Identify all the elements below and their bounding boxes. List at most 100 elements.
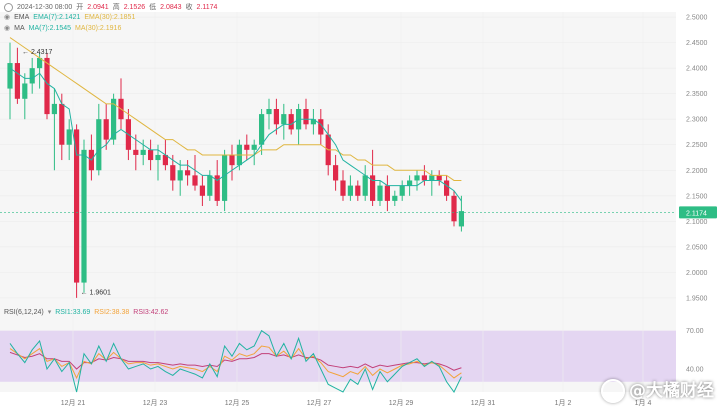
ema30-legend-item: EMA(30):2.1851	[84, 13, 136, 21]
price-axis-label: 2.3000	[686, 117, 708, 124]
candle-body[interactable]	[384, 185, 390, 201]
dropdown-icon[interactable]: ▾	[47, 309, 52, 316]
candle-body[interactable]	[444, 180, 450, 196]
candle-body[interactable]	[140, 149, 146, 155]
rsi-band	[0, 330, 676, 382]
candle-body[interactable]	[44, 57, 50, 115]
price-axis-label: 2.2500	[686, 142, 708, 149]
rsi3-legend-item: RSI3:42.62	[133, 308, 169, 316]
ema-legend[interactable]: ◉ EMA EMA(7):2.1421 EMA(30):2.1851	[4, 13, 136, 22]
candle-body[interactable]	[229, 154, 235, 166]
candle-body[interactable]	[7, 63, 13, 89]
candle-body[interactable]	[111, 98, 117, 140]
candle-body[interactable]	[222, 154, 228, 201]
candle-body[interactable]	[318, 119, 324, 135]
candle-body[interactable]	[162, 154, 168, 166]
candle-body[interactable]	[81, 149, 87, 283]
candle-body[interactable]	[303, 109, 309, 125]
candle-body[interactable]	[407, 180, 413, 186]
info-icon[interactable]	[4, 2, 13, 12]
candle-body[interactable]	[273, 109, 279, 125]
candle-body[interactable]	[207, 175, 213, 196]
candle-body[interactable]	[185, 170, 191, 176]
candle-body[interactable]	[281, 114, 287, 125]
candle-datetime: 2024-12-30 08:00	[17, 3, 73, 11]
candle-body[interactable]	[333, 165, 339, 181]
current-price-tag	[679, 206, 717, 219]
high-label: 高	[112, 4, 120, 11]
price-axis-label: 2.2000	[686, 168, 708, 175]
price-pane[interactable]	[0, 12, 676, 303]
candle-body[interactable]	[421, 175, 427, 181]
candle-body[interactable]	[347, 185, 353, 196]
candle-body[interactable]	[66, 129, 72, 145]
eye-icon[interactable]: ◉	[4, 14, 11, 21]
candle-body[interactable]	[103, 119, 109, 140]
rsi-legend-name: RSI(6,12,24)	[4, 308, 44, 316]
candle-body[interactable]	[355, 185, 361, 196]
candle-body[interactable]	[192, 175, 198, 186]
low-value: 2.0843	[160, 3, 182, 11]
ma7-legend-item: MA(7):2.1545	[28, 24, 72, 32]
candle-body[interactable]	[362, 175, 368, 196]
candle-body[interactable]	[29, 68, 35, 84]
candle-body[interactable]	[266, 109, 272, 115]
candle-body[interactable]	[14, 63, 20, 99]
candle-body[interactable]	[429, 175, 435, 181]
candle-body[interactable]	[199, 185, 205, 196]
candle-body[interactable]	[244, 144, 250, 150]
rsi3-line	[9, 351, 462, 371]
time-axis-label: 12月 27	[307, 399, 332, 407]
candle-body[interactable]	[214, 175, 220, 201]
rsi-axis-label: 40.00	[686, 367, 704, 374]
candle-body[interactable]	[37, 57, 43, 69]
candle-body[interactable]	[414, 175, 420, 181]
candle-body[interactable]	[155, 154, 161, 161]
candle-body[interactable]	[259, 114, 265, 145]
ema7-line	[9, 67, 462, 202]
ema30-line	[9, 37, 462, 181]
candle-body[interactable]	[251, 144, 257, 150]
candle-body[interactable]	[399, 185, 405, 196]
ohlc-header: 2024-12-30 08:00 开 2.0941 高 2.1526 低 2.0…	[4, 2, 217, 12]
price-axis-label: 2.0500	[686, 244, 708, 251]
rsi1-line	[9, 329, 462, 393]
candle-body[interactable]	[310, 119, 316, 125]
candle-body[interactable]	[451, 195, 457, 222]
rsi1-legend-item: RSI1:33.69	[55, 308, 91, 316]
candle-body[interactable]	[51, 103, 57, 115]
candle-body[interactable]	[436, 175, 442, 181]
rsi2-line	[9, 345, 462, 380]
candle-body[interactable]	[370, 175, 376, 201]
candle-body[interactable]	[377, 185, 383, 201]
rsi2-legend-item: RSI2:38.38	[94, 308, 130, 316]
candle-body[interactable]	[458, 211, 464, 227]
rsi-legend[interactable]: RSI(6,12,24) ▾ RSI1:33.69 RSI2:38.38 RSI…	[4, 308, 169, 317]
candle-body[interactable]	[59, 103, 65, 145]
candle-body[interactable]	[288, 114, 294, 130]
ema-legend-name: EMA	[14, 13, 30, 21]
high-value: 2.1526	[123, 3, 146, 11]
price-axis-label: 1.9500	[686, 295, 708, 302]
candle-body[interactable]	[340, 180, 346, 196]
candle-body[interactable]	[148, 149, 154, 161]
time-axis-label: 1月 2	[555, 399, 572, 407]
close-label: 收	[185, 4, 193, 11]
ma-legend[interactable]: ◉ MA MA(7):2.1545 MA(30):2.1916	[4, 24, 121, 33]
candle-body[interactable]	[170, 165, 176, 181]
candle-body[interactable]	[177, 170, 183, 181]
low-label: 低	[149, 4, 157, 11]
candle-body[interactable]	[22, 83, 28, 99]
candle-body[interactable]	[96, 119, 102, 171]
candle-body[interactable]	[392, 195, 398, 201]
close-value: 2.1174	[196, 3, 218, 11]
candle-body[interactable]	[133, 149, 139, 155]
time-axis-label: 12月 25	[225, 399, 250, 407]
candle-body[interactable]	[74, 129, 80, 283]
price-axis-label: 2.1000	[686, 219, 708, 226]
watermark-text: @大橘财经	[629, 381, 714, 401]
ma-legend-name: MA	[14, 24, 25, 32]
eye-icon[interactable]: ◉	[4, 25, 11, 32]
